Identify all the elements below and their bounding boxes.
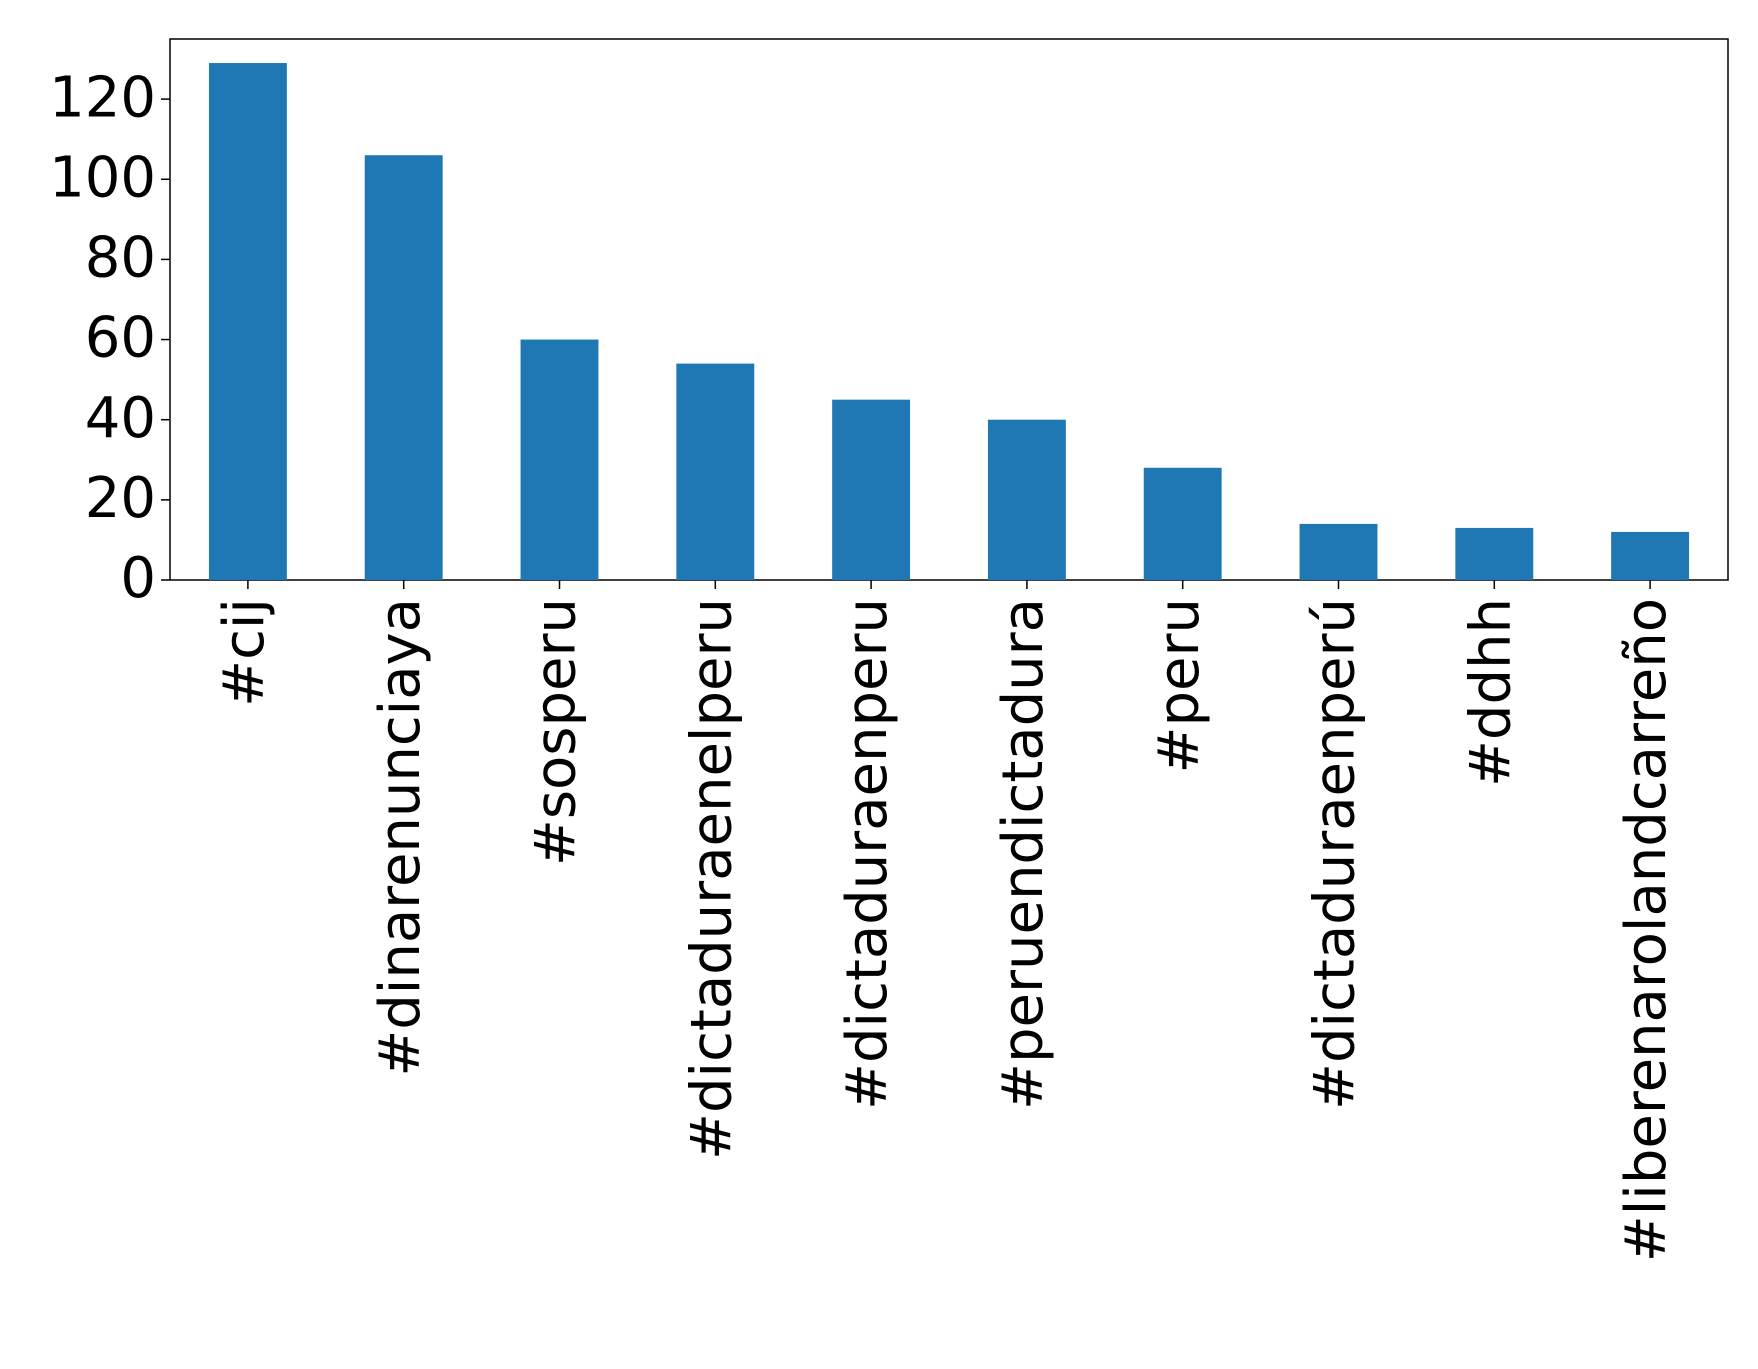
y-tick-label: 60 [85, 306, 156, 371]
x-tick-label: #peruendictadura [991, 598, 1056, 1110]
y-tick-label: 0 [120, 546, 156, 611]
x-tick-label: #cij [212, 598, 277, 707]
y-tick-label: 100 [49, 145, 156, 210]
plot-frame [169, 38, 1729, 581]
y-tick-label: 120 [49, 65, 156, 130]
bar [832, 399, 911, 580]
y-tick-label: 20 [85, 466, 156, 531]
bar [1611, 531, 1690, 580]
bar [676, 363, 755, 580]
y-tick-label: 80 [85, 226, 156, 291]
x-tick-label: #dictaduraenperú [1303, 598, 1368, 1110]
x-tick-label: #peru [1147, 598, 1212, 773]
bar [208, 63, 287, 581]
x-tick-label: #ddhh [1458, 598, 1523, 787]
bar [1455, 527, 1534, 580]
bar [987, 419, 1066, 580]
bar [1143, 467, 1222, 580]
x-tick-label: #dinarenunciaya [368, 598, 433, 1077]
bar [1299, 523, 1378, 580]
x-tick-label: #dictaduraenperu [835, 598, 900, 1110]
bar [520, 339, 599, 580]
y-tick-label: 40 [85, 386, 156, 451]
bar [364, 155, 443, 580]
x-tick-label: #sosperu [524, 598, 589, 866]
x-tick-label: #dictaduraenelperu [679, 598, 744, 1160]
x-tick-label: #liberenarolandcarreño [1614, 598, 1679, 1262]
